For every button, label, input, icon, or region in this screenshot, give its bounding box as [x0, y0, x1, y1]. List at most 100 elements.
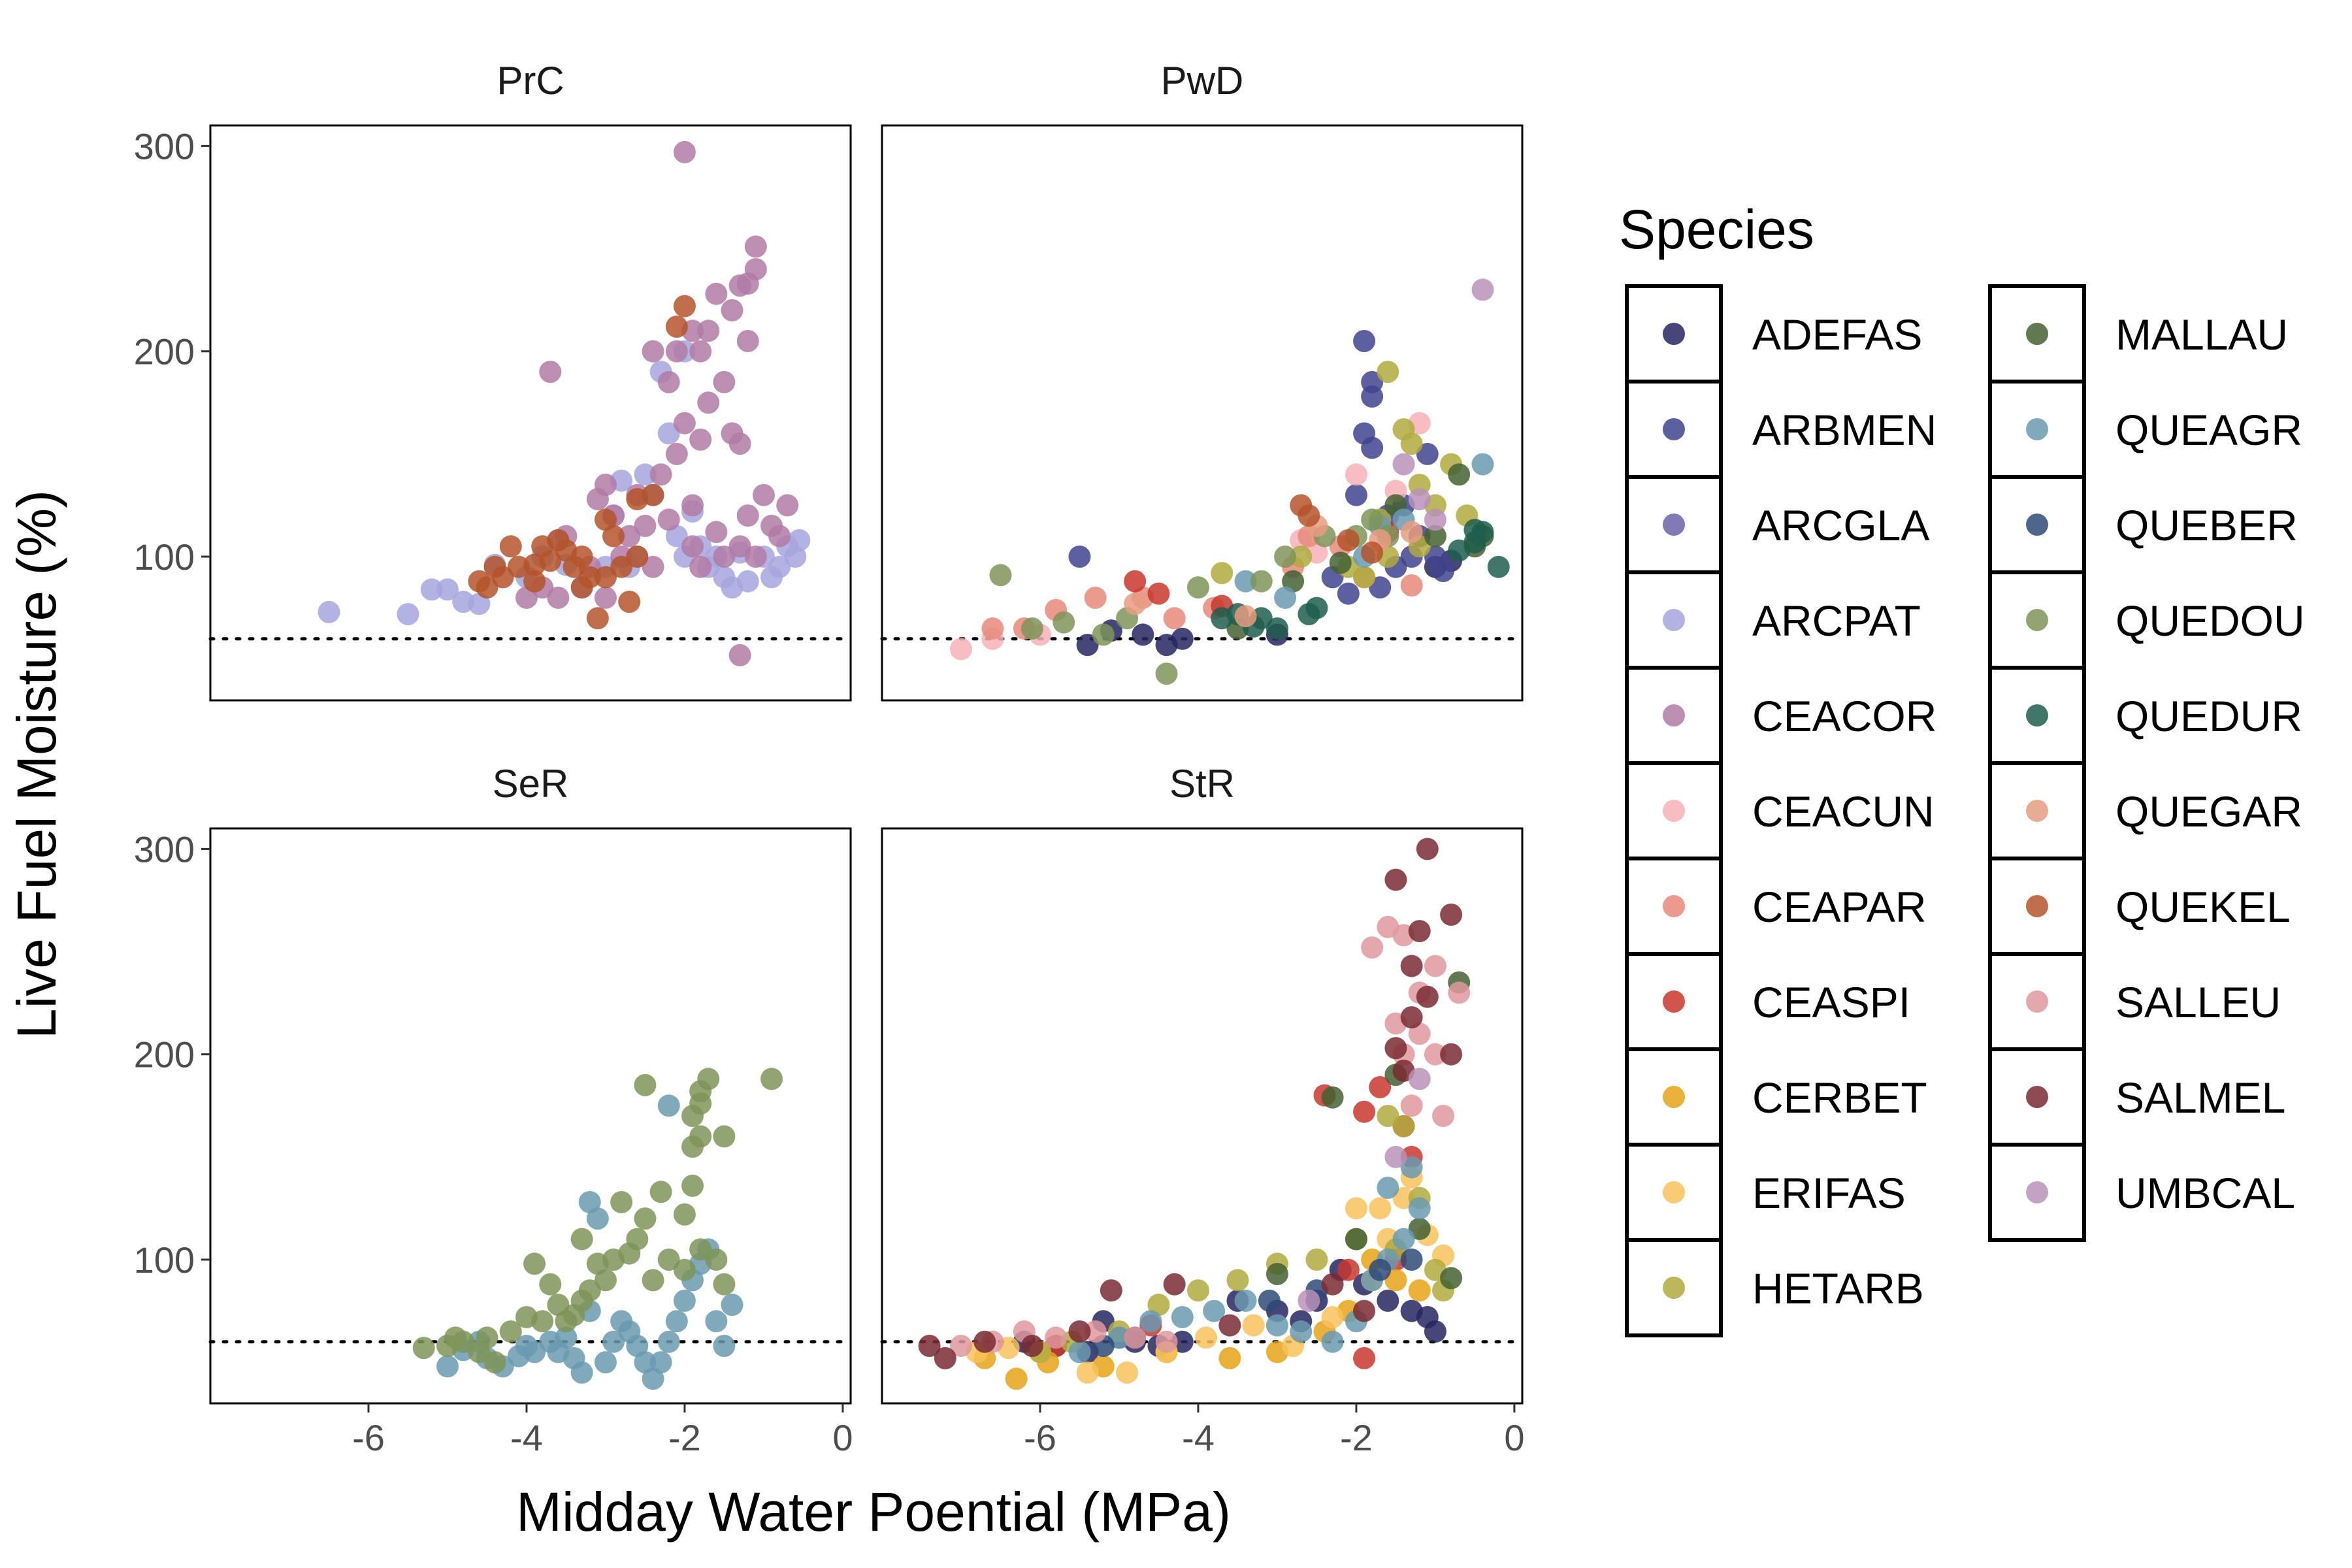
point-hetarb: [1147, 1294, 1170, 1316]
point-hetarb: [1377, 361, 1399, 384]
point-salleu: [1400, 1094, 1423, 1117]
point-salmel: [1384, 1037, 1407, 1060]
point-salmel: [1440, 1043, 1463, 1066]
point-ceaspi: [1353, 1100, 1376, 1123]
point-queagr: [1068, 1341, 1091, 1364]
legend-label: SALMEL: [2115, 1073, 2285, 1122]
point-ceacor: [634, 514, 657, 537]
point-mallau: [1408, 1217, 1431, 1240]
legend-marker: [1663, 323, 1685, 345]
point-ceacor: [594, 586, 617, 609]
legend-item-hetarb: HETARB: [1625, 1238, 1924, 1337]
point-queber: [1369, 1258, 1392, 1281]
legend-item-umbcal: UMBCAL: [1988, 1143, 2295, 1242]
point-salleu: [1408, 1022, 1431, 1045]
point-queagr: [649, 1351, 672, 1374]
legend-label: MALLAU: [2115, 310, 2288, 359]
legend-label: QUEGAR: [2115, 787, 2302, 836]
point-salmel: [1400, 1006, 1423, 1029]
legend-item-quedou: QUEDOU: [1988, 570, 2305, 670]
point-quekel: [468, 570, 491, 593]
point-quedou: [444, 1326, 467, 1349]
point-ceacun: [1345, 463, 1367, 486]
x-axis-title: Midday Water Poential (MPa): [516, 1481, 1231, 1543]
point-adefas: [1377, 1289, 1399, 1312]
point-queagr: [673, 1289, 696, 1312]
y-tick-label: 300: [134, 125, 195, 167]
point-ceaspi: [1337, 1258, 1360, 1281]
point-mallau: [1329, 551, 1352, 574]
point-ceapar: [981, 617, 1004, 640]
point-quedou: [634, 1207, 657, 1230]
y-tick-label: 100: [134, 1239, 195, 1281]
legend-item-adefas: ADEFAS: [1625, 284, 1922, 384]
point-ceacor: [705, 521, 728, 544]
point-quekel: [483, 555, 506, 578]
point-adefas: [1171, 1330, 1194, 1353]
legend-item-salmel: SALMEL: [1988, 1047, 2285, 1147]
legend-item-cerbet: CERBET: [1625, 1047, 1927, 1147]
y-tick-label: 100: [134, 536, 195, 578]
panel-title: PrC: [497, 59, 564, 103]
legend-marker: [2026, 895, 2048, 917]
point-queagr: [1377, 1177, 1399, 1199]
point-ceacor: [736, 504, 759, 527]
point-ceacor: [744, 546, 767, 568]
point-umbcal: [1298, 1289, 1320, 1312]
legend-marker: [2026, 990, 2048, 1013]
legend-marker: [1663, 1277, 1685, 1299]
point-salleu: [1155, 1330, 1178, 1353]
point-ceacun: [949, 638, 972, 661]
legend-label: HETARB: [1752, 1264, 1924, 1313]
point-quekel: [594, 508, 617, 531]
x-tick-label: -2: [1340, 1417, 1373, 1458]
legend-marker: [2026, 704, 2048, 727]
panel-frame: [209, 124, 852, 702]
point-arcpat: [420, 578, 443, 601]
point-quekel: [665, 316, 688, 338]
point-queagr: [1471, 453, 1494, 476]
point-quedur: [1305, 596, 1328, 619]
point-queagr: [1274, 586, 1297, 609]
point-erifas: [1345, 1197, 1367, 1220]
panel-frame: [209, 827, 852, 1405]
point-hetarb: [1377, 1105, 1399, 1127]
legend-marker: [1663, 1181, 1685, 1203]
point-cerbet: [1384, 1269, 1407, 1292]
legend-item-erifas: ERIFAS: [1625, 1143, 1906, 1242]
point-salmel: [1163, 1273, 1186, 1296]
point-arbmen: [1345, 483, 1367, 506]
legend-label: CEASPI: [1752, 978, 1910, 1026]
panel-ser: SeR 100 200 300 -6 -4 -2 0: [134, 762, 853, 1458]
panel-str: StR -6 -4 -2 0: [880, 762, 1524, 1458]
point-ceacor: [776, 494, 799, 517]
point-quedou: [681, 1135, 704, 1158]
point-salmel: [1400, 955, 1423, 977]
point-hetarb: [1226, 1269, 1249, 1292]
point-salmel: [1384, 868, 1407, 891]
legend-item-quegar: QUEGAR: [1988, 761, 2302, 860]
point-salmel: [1416, 985, 1439, 1008]
legend-label: QUEDOU: [2115, 596, 2305, 645]
legend-label: CEACUN: [1752, 787, 1935, 836]
legend-marker: [2026, 800, 2048, 822]
point-queagr: [705, 1310, 728, 1333]
point-quekel: [602, 525, 625, 547]
point-hetarb: [1353, 566, 1376, 589]
point-quekel: [626, 488, 649, 510]
point-salmel: [918, 1335, 941, 1357]
point-arcpat: [634, 463, 657, 486]
legend-item-quedur: QUEDUR: [1988, 666, 2302, 765]
point-ceaspi: [1369, 1076, 1392, 1098]
point-quekel: [594, 566, 617, 589]
legend-marker: [2026, 418, 2048, 440]
point-quedur: [1487, 555, 1510, 578]
point-ceacor: [665, 340, 688, 363]
point-quekel: [1298, 504, 1320, 527]
point-queagr: [586, 1207, 609, 1230]
point-ceacor: [752, 483, 775, 506]
point-quedou: [586, 1252, 609, 1275]
point-erifas: [1116, 1361, 1139, 1384]
point-queagr: [1203, 1299, 1226, 1322]
point-queagr: [1171, 1306, 1194, 1328]
